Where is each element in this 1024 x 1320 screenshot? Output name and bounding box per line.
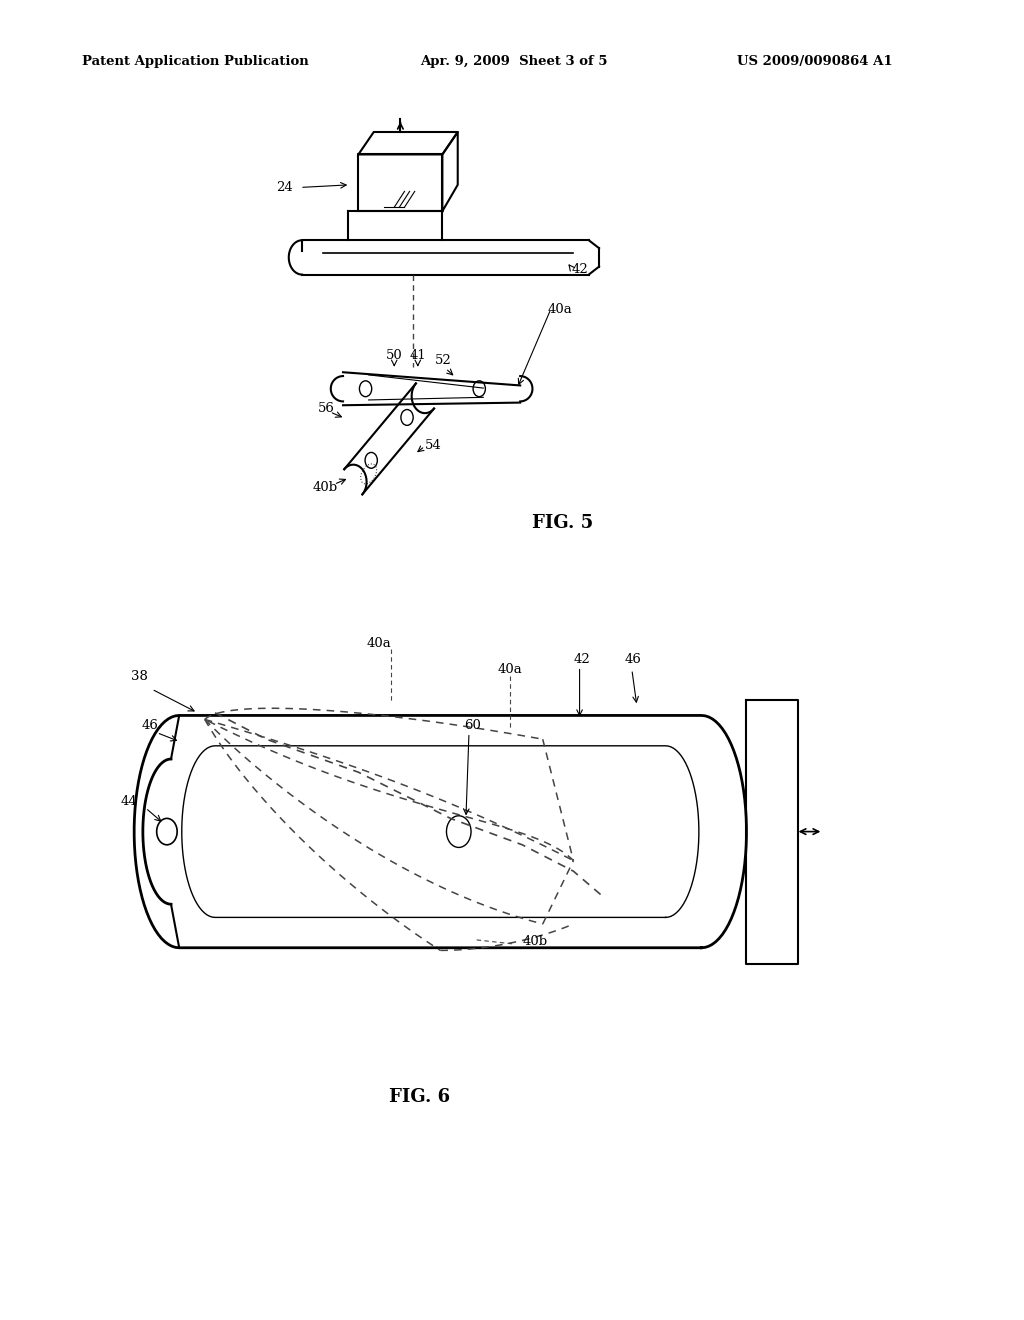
Text: Patent Application Publication: Patent Application Publication bbox=[82, 55, 308, 69]
Circle shape bbox=[157, 818, 177, 845]
Text: US 2009/0090864 A1: US 2009/0090864 A1 bbox=[737, 55, 893, 69]
Text: 46: 46 bbox=[141, 718, 158, 731]
Text: Apr. 9, 2009  Sheet 3 of 5: Apr. 9, 2009 Sheet 3 of 5 bbox=[420, 55, 607, 69]
Text: 40a: 40a bbox=[548, 302, 572, 315]
Text: 50: 50 bbox=[386, 348, 402, 362]
Text: 40a: 40a bbox=[367, 636, 391, 649]
Text: FIG. 6: FIG. 6 bbox=[389, 1088, 451, 1106]
Text: 44: 44 bbox=[121, 795, 137, 808]
Text: 41: 41 bbox=[410, 348, 426, 362]
Text: 60: 60 bbox=[464, 718, 480, 731]
Text: 46: 46 bbox=[625, 652, 641, 665]
Text: 42: 42 bbox=[571, 263, 588, 276]
Text: FIG. 5: FIG. 5 bbox=[532, 513, 594, 532]
Text: 38: 38 bbox=[131, 669, 147, 682]
Text: 24: 24 bbox=[276, 181, 293, 194]
Text: 40b: 40b bbox=[522, 935, 548, 948]
Text: 52: 52 bbox=[435, 354, 452, 367]
Text: 40b: 40b bbox=[312, 480, 338, 494]
Text: 42: 42 bbox=[573, 652, 590, 665]
Text: 56: 56 bbox=[317, 401, 334, 414]
Text: 40a: 40a bbox=[498, 663, 522, 676]
Text: 54: 54 bbox=[425, 438, 441, 451]
Circle shape bbox=[446, 816, 471, 847]
